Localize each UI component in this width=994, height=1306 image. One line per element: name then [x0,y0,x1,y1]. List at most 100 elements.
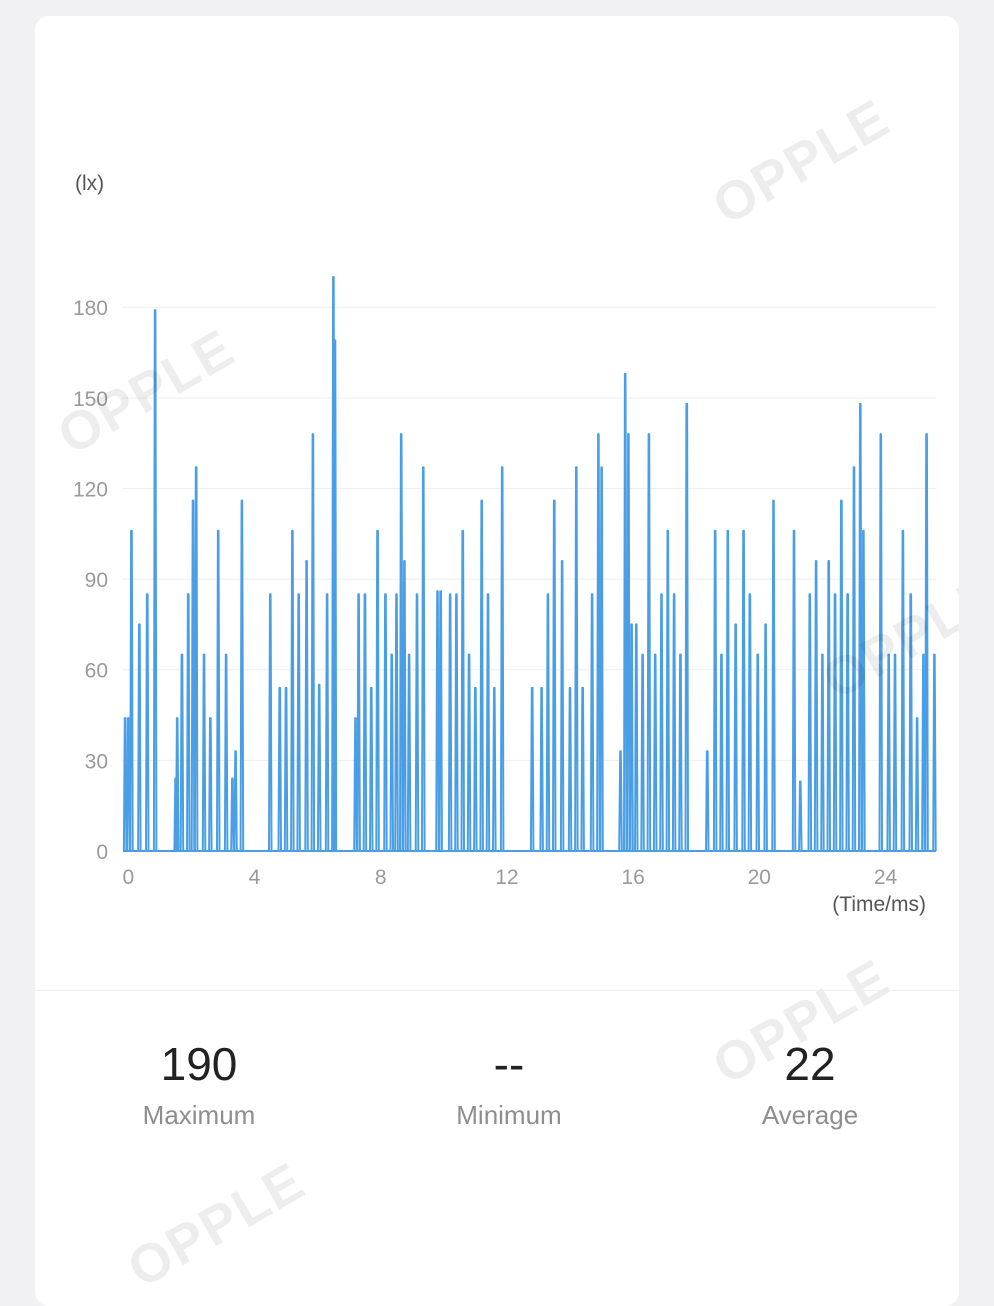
light-chart-card: 0 30 60 90 120 150 180 0 4 8 12 16 20 24 (lx) (Time/ms)… [35,16,959,1306]
data-spike [839,499,844,852]
y-tick-label: 60 [85,660,108,683]
data-spike [175,717,180,852]
data-spike [438,590,443,852]
data-spike [332,339,338,852]
data-spike [921,653,926,852]
data-spike [356,593,361,852]
data-spike [304,560,309,852]
data-spike [559,560,565,852]
data-spike [353,717,358,852]
data-spike [813,560,819,852]
data-spike [908,593,913,852]
data-spike [454,593,459,852]
data-spike [634,623,639,852]
data-spike [705,750,710,852]
data-spike [832,593,838,852]
data-spike [892,653,898,852]
data-spike [747,593,753,852]
data-spike [145,593,150,852]
y-tick-label: 90 [85,569,108,592]
data-spike [362,593,368,852]
maximum-stat: 190 Maximum [89,1036,309,1131]
data-spike [755,653,760,852]
y-tick-label: 30 [85,750,108,773]
data-spike [399,433,404,852]
data-spike [712,529,718,852]
data-spike [447,593,453,852]
data-spike [618,750,623,852]
data-spike [719,653,724,852]
data-spike [126,717,131,852]
data-spike [574,466,579,852]
minimum-label: Minimum [456,1100,562,1130]
data-spike [861,529,866,852]
data-spike [652,653,658,852]
data-spike [914,717,920,852]
data-spike [763,623,768,852]
data-spike [552,499,557,852]
x-tick-label: 20 [748,866,771,889]
data-spike [414,593,420,852]
data-spike [807,593,813,852]
data-spike [684,402,689,852]
data-spike [152,309,158,852]
average-stat: 22 Average [700,1036,920,1131]
watermark: OPPLE [117,1150,316,1300]
x-tick-label: 4 [249,866,261,889]
data-spike [671,593,677,852]
data-spike [499,466,505,852]
maximum-label: Maximum [142,1100,256,1130]
data-spike [421,466,426,852]
data-spike [539,686,544,852]
data-spike [283,686,289,852]
data-spike [383,593,388,852]
data-spike [186,593,191,852]
data-spike [402,560,407,852]
data-spike [851,466,857,852]
data-spike [190,499,196,852]
data-spike [629,623,634,852]
x-axis-label: (Time/ms) [832,893,926,916]
data-spike [129,529,134,852]
data-spike [460,529,465,852]
y-tick-label: 120 [73,478,108,501]
data-spike [316,683,322,852]
y-tick-label: 150 [73,388,108,411]
data-spike [324,593,330,852]
data-spike [580,686,585,852]
data-spike [179,653,185,852]
data-spike [741,529,746,852]
data-spike [626,433,631,852]
average-label: Average [761,1100,859,1130]
data-spike [878,433,883,852]
data-spike [223,653,229,852]
data-spike [665,529,671,852]
data-spike [268,593,273,852]
y-tick-label: 0 [96,841,108,864]
data-spike [900,529,906,852]
data-spike [545,593,551,852]
data-spike [394,593,399,852]
data-spike [845,593,850,852]
data-spike [678,653,683,852]
data-spike [589,593,595,852]
x-tick-label: 0 [122,866,134,889]
data-spike [375,529,380,852]
data-spike [599,466,604,852]
data-spike [596,433,601,852]
data-spike [277,686,282,852]
data-spike [733,623,738,852]
data-spike [122,717,128,852]
x-tick-label: 12 [495,866,518,889]
data-spike [924,433,929,852]
data-spike [529,686,535,852]
y-tick-label: 180 [73,297,108,320]
data-spike [771,499,776,852]
data-spike [473,686,478,852]
x-tick-label: 8 [375,866,387,889]
average-value: 22 [784,1038,836,1090]
y-axis-label: (lx) [75,172,104,195]
data-spike [208,717,213,852]
data-spike [567,686,573,852]
data-spike [233,750,238,852]
